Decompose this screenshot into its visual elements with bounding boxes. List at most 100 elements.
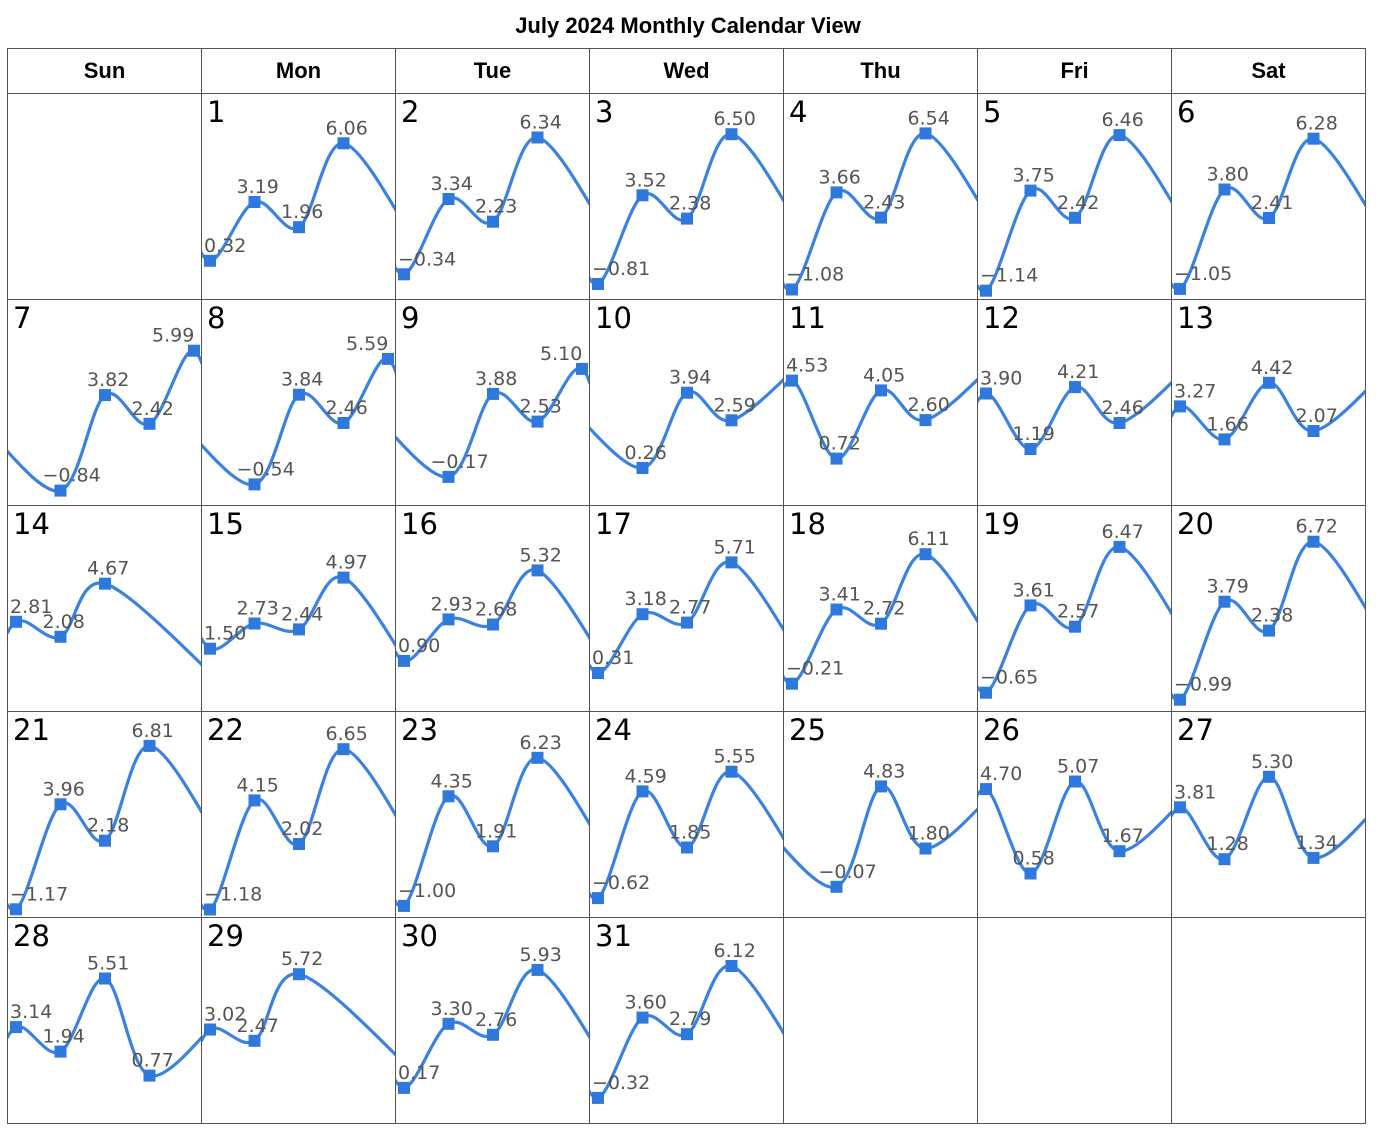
data-point-marker[interactable] <box>293 388 305 401</box>
data-point-marker[interactable] <box>725 960 738 972</box>
data-point-marker[interactable] <box>830 186 843 199</box>
data-point-marker[interactable] <box>576 362 588 375</box>
calendar-day-cell[interactable]: 0.26 3.94 2.59 10 <box>589 299 784 506</box>
data-point-marker[interactable] <box>1113 845 1126 858</box>
data-point-marker[interactable] <box>786 677 798 690</box>
data-point-marker[interactable] <box>919 842 932 855</box>
data-point-marker[interactable] <box>143 1069 156 1082</box>
data-point-marker[interactable] <box>1307 535 1320 548</box>
data-point-marker[interactable] <box>188 344 200 357</box>
data-point-marker[interactable] <box>919 548 932 561</box>
data-point-marker[interactable] <box>636 1011 649 1024</box>
data-point-marker[interactable] <box>786 283 798 296</box>
data-point-marker[interactable] <box>531 131 544 144</box>
calendar-day-cell[interactable]: −0.84 3.82 2.42 5.99 7 <box>7 299 202 506</box>
data-point-marker[interactable] <box>1024 599 1037 612</box>
data-point-marker[interactable] <box>919 414 932 427</box>
data-point-marker[interactable] <box>293 221 305 234</box>
data-point-marker[interactable] <box>531 751 544 764</box>
data-point-marker[interactable] <box>1307 851 1320 864</box>
data-point-marker[interactable] <box>337 743 350 756</box>
data-point-marker[interactable] <box>1024 184 1037 197</box>
data-point-marker[interactable] <box>1263 770 1275 783</box>
calendar-day-cell[interactable]: −0.34 3.34 2.23 6.34 2 <box>395 93 590 300</box>
data-point-marker[interactable] <box>636 189 649 202</box>
data-point-marker[interactable] <box>10 615 22 628</box>
data-point-marker[interactable] <box>980 284 992 297</box>
data-point-marker[interactable] <box>1113 417 1126 429</box>
data-point-marker[interactable] <box>980 387 992 400</box>
data-point-marker[interactable] <box>248 478 261 491</box>
calendar-day-cell[interactable]: 3.02 2.47 5.72 29 <box>201 917 396 1124</box>
data-point-marker[interactable] <box>1174 400 1186 413</box>
data-point-marker[interactable] <box>487 1028 499 1041</box>
data-point-marker[interactable] <box>1263 376 1275 389</box>
data-point-marker[interactable] <box>1113 540 1126 553</box>
data-point-marker[interactable] <box>99 577 111 590</box>
data-point-marker[interactable] <box>54 798 67 811</box>
data-point-marker[interactable] <box>248 196 261 208</box>
data-point-marker[interactable] <box>487 215 499 228</box>
calendar-day-cell[interactable]: −0.81 3.52 2.38 6.50 3 <box>589 93 784 300</box>
data-point-marker[interactable] <box>681 386 693 399</box>
data-point-marker[interactable] <box>830 880 843 893</box>
data-point-marker[interactable] <box>337 417 350 429</box>
data-point-marker[interactable] <box>786 374 798 387</box>
calendar-day-cell[interactable]: 1.50 2.73 2.44 4.97 15 <box>201 505 396 712</box>
data-point-marker[interactable] <box>143 417 156 430</box>
data-point-marker[interactable] <box>1307 132 1320 145</box>
data-point-marker[interactable] <box>531 415 544 428</box>
data-point-marker[interactable] <box>1307 425 1320 437</box>
calendar-day-cell[interactable]: 0.31 3.18 2.77 5.71 17 <box>589 505 784 712</box>
data-point-marker[interactable] <box>681 212 693 225</box>
data-point-marker[interactable] <box>1218 183 1231 196</box>
calendar-day-cell[interactable]: 3.14 1.94 5.51 0.77 28 <box>7 917 202 1124</box>
data-point-marker[interactable] <box>487 840 499 853</box>
calendar-day-cell[interactable]: −0.65 3.61 2.57 6.47 19 <box>977 505 1172 712</box>
calendar-day-cell[interactable]: −0.62 4.59 1.85 5.55 24 <box>589 711 784 918</box>
data-point-marker[interactable] <box>99 834 111 847</box>
data-point-marker[interactable] <box>592 1091 604 1104</box>
data-point-marker[interactable] <box>1218 433 1231 446</box>
calendar-day-cell[interactable]: 4.70 0.58 5.07 1.67 26 <box>977 711 1172 918</box>
calendar-day-cell[interactable]: −0.54 3.84 2.46 5.59 8 <box>201 299 396 506</box>
data-point-marker[interactable] <box>875 780 887 793</box>
data-point-marker[interactable] <box>681 1028 693 1041</box>
data-point-marker[interactable] <box>204 642 216 655</box>
calendar-day-cell[interactable]: 3.90 1.19 4.21 2.46 12 <box>977 299 1172 506</box>
data-point-marker[interactable] <box>1069 381 1081 394</box>
data-point-marker[interactable] <box>293 623 305 636</box>
calendar-day-cell[interactable]: −1.18 4.15 2.02 6.65 22 <box>201 711 396 918</box>
data-point-marker[interactable] <box>99 389 111 402</box>
data-point-marker[interactable] <box>487 387 499 400</box>
data-point-marker[interactable] <box>398 899 410 912</box>
data-point-marker[interactable] <box>636 462 649 474</box>
calendar-day-cell[interactable]: 0.90 2.93 2.68 5.32 16 <box>395 505 590 712</box>
data-point-marker[interactable] <box>398 654 410 667</box>
data-point-marker[interactable] <box>919 127 932 140</box>
data-point-marker[interactable] <box>636 608 649 621</box>
data-point-marker[interactable] <box>442 470 455 483</box>
data-point-marker[interactable] <box>398 1081 410 1094</box>
data-point-marker[interactable] <box>531 564 544 577</box>
data-point-marker[interactable] <box>875 617 887 630</box>
calendar-day-cell[interactable]: 3.81 1.28 5.30 1.34 27 <box>1171 711 1366 918</box>
calendar-day-cell[interactable]: −0.21 3.41 2.72 6.11 18 <box>783 505 978 712</box>
data-point-marker[interactable] <box>1113 129 1126 142</box>
data-point-marker[interactable] <box>382 352 394 365</box>
calendar-day-cell[interactable]: −1.00 4.35 1.91 6.23 23 <box>395 711 590 918</box>
data-point-marker[interactable] <box>54 630 67 643</box>
calendar-day-cell[interactable]: −1.14 3.75 2.42 6.46 5 <box>977 93 1172 300</box>
calendar-day-cell[interactable]: −1.17 3.96 2.18 6.81 21 <box>7 711 202 918</box>
data-point-marker[interactable] <box>337 571 350 584</box>
data-point-marker[interactable] <box>592 892 604 905</box>
calendar-day-cell[interactable]: 0.32 3.19 1.96 6.06 1 <box>201 93 396 300</box>
data-point-marker[interactable] <box>1174 282 1186 295</box>
data-point-marker[interactable] <box>54 1045 67 1058</box>
data-point-marker[interactable] <box>875 211 887 224</box>
data-point-marker[interactable] <box>10 903 22 916</box>
data-point-marker[interactable] <box>1218 853 1231 866</box>
data-point-marker[interactable] <box>1024 867 1037 880</box>
data-point-marker[interactable] <box>980 686 992 699</box>
data-point-marker[interactable] <box>1069 211 1081 224</box>
